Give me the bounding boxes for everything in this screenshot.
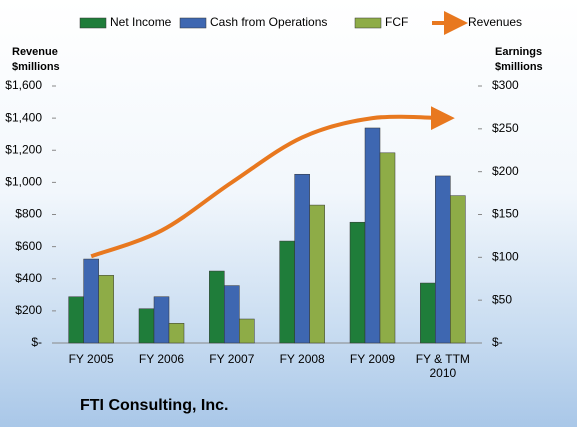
bar — [379, 152, 396, 344]
x-tick-label: FY 2009 — [349, 352, 396, 366]
x-tick-label: FY 2005 — [68, 352, 114, 366]
y-tick-label: $400 — [15, 271, 42, 285]
legend-label: Revenues — [468, 15, 522, 29]
y2-tick-label: $300 — [492, 78, 519, 92]
bar — [98, 275, 114, 344]
y2-tick-label: $- — [492, 335, 503, 349]
bar — [68, 296, 84, 344]
bar — [83, 258, 99, 344]
bar — [209, 270, 225, 344]
y-tick-label: $800 — [15, 207, 42, 221]
bar — [450, 195, 466, 344]
y-tick-label: $600 — [15, 239, 42, 253]
bar — [364, 127, 381, 344]
y-tick-label: $- — [31, 335, 42, 349]
x-tick-label: FY & TTM 2010 — [415, 352, 470, 380]
bar — [420, 282, 436, 344]
bar — [224, 285, 240, 344]
legend-swatch — [354, 17, 382, 29]
bar — [239, 318, 255, 344]
y2-tick-label: $50 — [492, 292, 512, 306]
chart-title: FTI Consulting, Inc. — [80, 397, 229, 414]
y-tick-label: $1,400 — [5, 110, 42, 124]
bar — [153, 296, 170, 344]
y-tick-label: $1,000 — [5, 175, 42, 189]
legend-swatch — [179, 17, 207, 29]
legend-label: Net Income — [110, 15, 172, 29]
bar — [168, 323, 185, 344]
line — [90, 106, 455, 259]
y-tick-label: $1,600 — [5, 78, 42, 92]
legend-swatch — [79, 17, 107, 29]
legend-label: FCF — [385, 15, 408, 29]
bar — [138, 308, 155, 344]
x-tick-label: FY 2007 — [209, 352, 255, 366]
bar — [309, 204, 325, 344]
y-axis-title: Revenue $millions — [12, 46, 60, 73]
bar — [279, 240, 295, 344]
y2-tick-label: $200 — [492, 164, 519, 178]
legend-label: Cash from Operations — [210, 15, 327, 29]
y2-tick-label: $250 — [492, 121, 519, 135]
x-tick-label: FY 2006 — [138, 352, 185, 366]
y2-tick-label: $100 — [492, 250, 519, 264]
y2-tick-label: $150 — [492, 207, 519, 221]
y-tick-label: $200 — [15, 303, 42, 317]
bar — [435, 175, 451, 344]
y2-axis-title: Earnings $millions — [495, 46, 543, 73]
x-tick-label: FY 2008 — [279, 352, 325, 366]
y-tick-label: $1,200 — [5, 142, 42, 156]
bar — [294, 173, 310, 344]
bar — [349, 221, 366, 344]
